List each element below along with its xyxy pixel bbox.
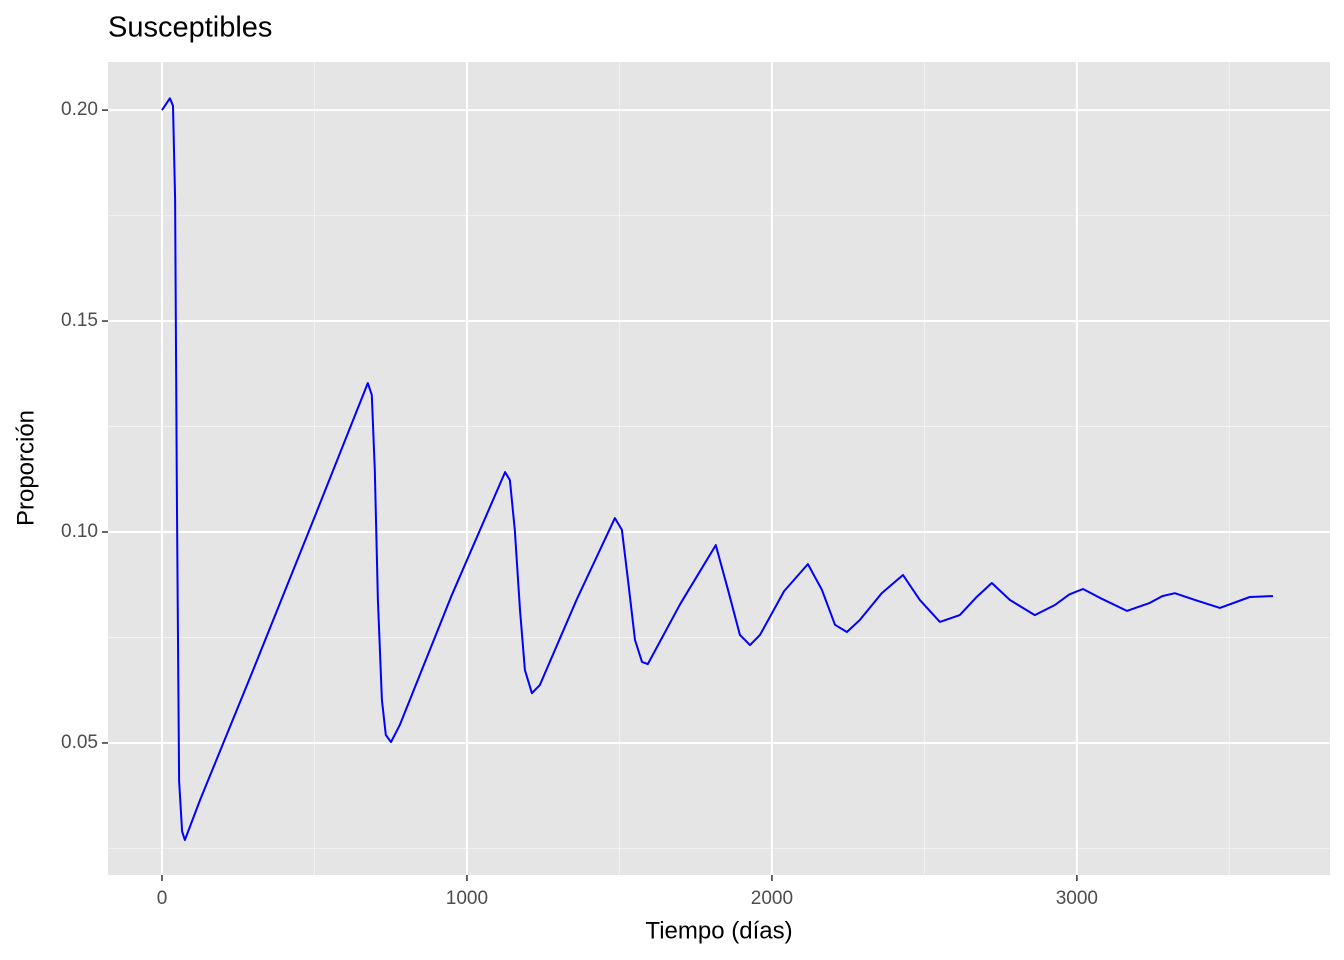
- y-tick-label: 0.20: [61, 99, 98, 120]
- panel: [108, 62, 1330, 875]
- line-series: [161, 97, 1274, 841]
- x-axis-title: Tiempo (días): [645, 917, 792, 944]
- y-tick-label: 0.15: [61, 310, 98, 331]
- x-tick-label: 0: [157, 888, 168, 909]
- x-tick-label: 3000: [1056, 888, 1098, 909]
- y-tick-label: 0.10: [61, 521, 98, 542]
- x-tick-label: 2000: [751, 888, 793, 909]
- y-axis-title: Proporción: [12, 410, 39, 526]
- y-tick-label: 0.05: [61, 732, 98, 753]
- chart-title: Susceptibles: [108, 12, 272, 44]
- x-tick-label: 1000: [446, 888, 488, 909]
